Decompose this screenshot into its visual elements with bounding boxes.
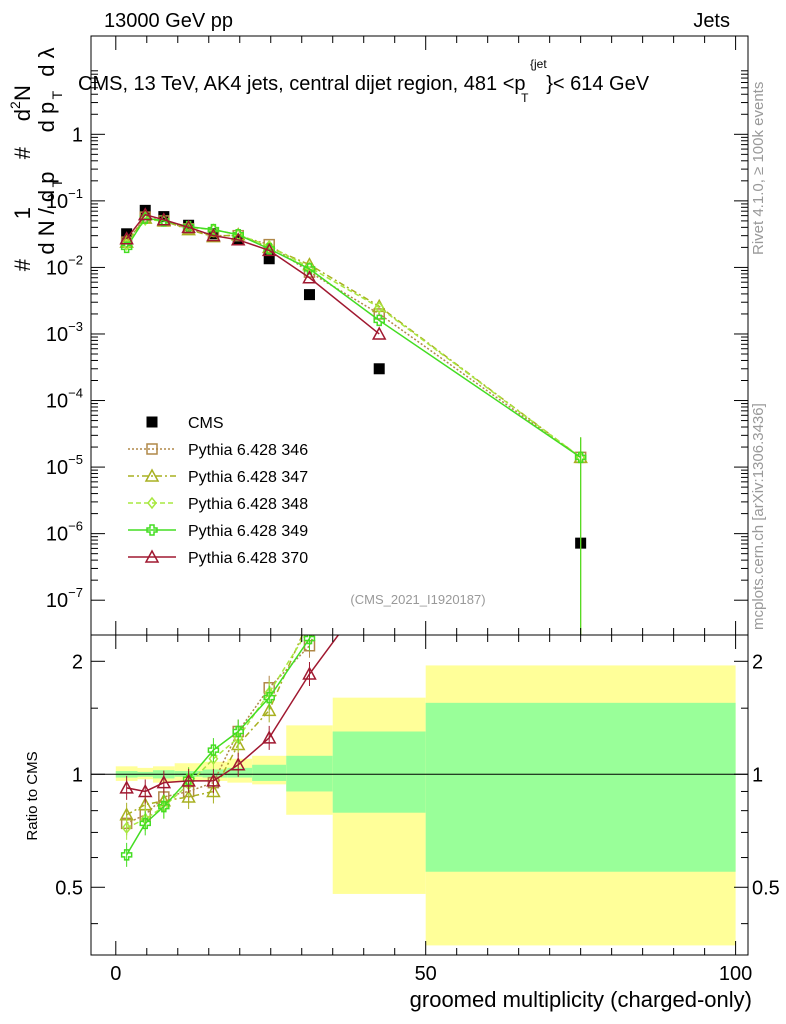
legend-label: Pythia 6.428 349 <box>188 523 308 540</box>
header-right: Jets <box>693 10 730 32</box>
legend-marker <box>144 468 160 482</box>
ratio-point <box>303 635 316 645</box>
data-point <box>263 253 275 265</box>
data-point <box>303 289 315 301</box>
x-axis-label: groomed multiplicity (charged-only) <box>410 987 752 1012</box>
legend-label: Pythia 6.428 370 <box>188 550 308 567</box>
main-panel: 10−7 10−6 10−5 10−4 10−3 10−2 10−1 1 CMS, 13 Te… <box>46 35 749 636</box>
legend-label: Pythia 6.428 347 <box>188 469 308 486</box>
y-tick-label: 10−5 <box>46 452 83 479</box>
legend-marker <box>147 496 157 510</box>
right-label-bottom: mcplots.cern.ch [arXiv:1306.3436] <box>750 403 767 630</box>
ratio-point <box>139 817 151 830</box>
ratio-tick-label: 0.5 <box>55 877 83 899</box>
y-axis-label: # 1 d N / d p T # d 2 N d p T d λ <box>0 47 67 271</box>
ratio-tick-label-right: 2 <box>752 651 763 673</box>
data-point <box>302 270 317 284</box>
data-point <box>119 231 134 245</box>
data-point <box>371 326 387 340</box>
data-point <box>139 204 151 216</box>
data-point <box>139 212 151 224</box>
band-inner <box>227 767 253 778</box>
legend-marker <box>146 524 158 536</box>
chart-title: CMS, 13 TeV, AK4 jets, central dijet reg… <box>78 51 650 107</box>
ratio-point <box>232 725 244 738</box>
ratio-tick-label: 1 <box>72 764 83 786</box>
data-point <box>374 301 385 314</box>
data-point <box>373 363 385 375</box>
y-tick-label: 10−3 <box>46 319 83 346</box>
svg-text:# 1 d N / d p: # 1 d N / d p T # d 2 N d p T d λ <box>0 47 67 271</box>
main-frame <box>90 35 749 636</box>
y-tick-label: 10−7 <box>46 585 83 612</box>
ratio-point <box>207 744 220 756</box>
band-inner <box>332 731 426 813</box>
legend-marker <box>146 443 158 455</box>
legend-label: Pythia 6.428 348 <box>188 496 308 513</box>
series-line <box>126 213 380 335</box>
legend: CMS Pythia 6.428 346 Pythia 6.428 347 Pythi… <box>128 415 308 567</box>
ratio-line <box>125 635 313 856</box>
data-point <box>574 451 587 464</box>
legend-label: Pythia 6.428 346 <box>188 442 308 459</box>
series-line <box>126 217 582 458</box>
data-point <box>230 232 246 246</box>
y-tick-label: 10−1 <box>46 186 83 213</box>
ratio-point <box>120 849 133 861</box>
x-tick-label: 100 <box>719 963 752 985</box>
ratio-tick-label-right: 1 <box>752 764 763 786</box>
series-line <box>126 217 582 458</box>
watermark: (CMS_2021_I1920187) <box>350 592 485 607</box>
y-tick-label: 10−2 <box>46 252 83 279</box>
ratio-line <box>126 635 304 816</box>
header-left: 13000 GeV pp <box>104 10 233 32</box>
legend-marker <box>146 416 158 428</box>
ratio-point <box>263 691 275 704</box>
x-tick-label: 0 <box>110 963 121 985</box>
legend-label: CMS <box>188 415 224 432</box>
band-inner <box>425 702 736 872</box>
y-tick-label: 1 <box>72 124 83 146</box>
band-inner <box>286 755 333 792</box>
ratio-y-label: Ratio to CMS <box>24 751 41 840</box>
ratio-panel: 0 50 100 0.5 0.5 1 1 2 2 Ratio to CMS <box>24 634 780 985</box>
data-point <box>156 212 172 226</box>
data-point <box>261 242 277 257</box>
data-point <box>181 219 196 234</box>
band-inner <box>202 769 228 778</box>
data-point <box>373 314 385 327</box>
ratio-line <box>126 635 315 825</box>
x-tick-label: 50 <box>415 963 437 985</box>
ratio-tick-label-right: 0.5 <box>752 877 780 899</box>
data-point <box>206 228 221 242</box>
legend-marker <box>144 549 160 563</box>
band-inner <box>252 764 287 781</box>
y-tick-label: 10−6 <box>46 519 83 546</box>
ratio-line <box>126 635 307 829</box>
ratio-frame <box>90 634 749 956</box>
ratio-tick-label: 2 <box>72 651 83 673</box>
y-tick-label: 10−4 <box>46 386 83 413</box>
ratio-point <box>158 800 170 813</box>
right-label-top: Rivet 4.1.0, ≥ 100k events <box>750 82 767 255</box>
data-point <box>120 241 133 254</box>
data-point <box>137 207 153 221</box>
data-point <box>373 308 385 320</box>
data-point <box>183 219 195 231</box>
